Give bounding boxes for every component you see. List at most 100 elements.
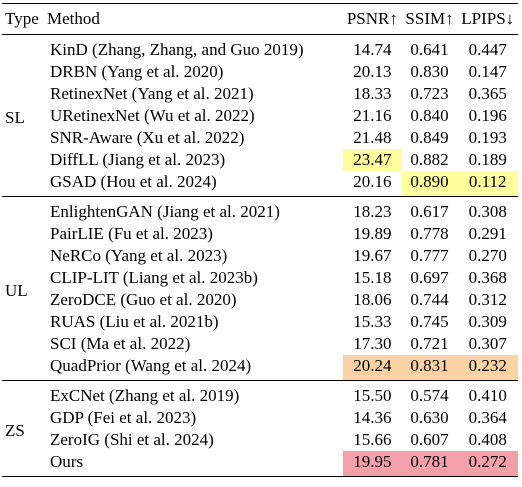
metric-cell: 20.13 (353, 62, 392, 81)
metric-cell: 0.697 (410, 268, 449, 287)
table-row: DRBN (Yang et al. 2020) 20.13 0.830 0.147 (2, 61, 518, 83)
table-row: RetinexNet (Yang et al. 2021) 18.33 0.723 0… (2, 83, 518, 105)
table-row: SNR-Aware (Xu et al. 2022) 21.48 0.849 0.19… (2, 127, 518, 149)
table-header: Type Method PSNR↑ SSIM↑ LPIPS↓ (2, 3, 518, 35)
metric-cell: 0.232 (457, 355, 518, 381)
method-cell: QuadPrior (Wang et al. 2024) (50, 356, 252, 375)
metric-cell: 0.830 (410, 62, 449, 81)
metric-cell: 18.06 (353, 290, 392, 309)
metric-cell: 0.882 (410, 150, 449, 169)
method-cell: ExCNet (Zhang et al. 2019) (50, 386, 240, 405)
type-cell: ZS (5, 420, 25, 440)
metric-cell: 0.307 (468, 334, 507, 353)
metric-cell: 0.112 (457, 171, 518, 197)
method-cell: CLIP-LIT (Liang et al. 2023b) (50, 268, 258, 287)
metric-cell: 0.574 (410, 386, 449, 405)
group: ZS ExCNet (Zhang et al. 2019) 15.50 0.574 0.… (2, 380, 518, 477)
method-cell: URetinexNet (Wu et al. 2022) (50, 106, 255, 125)
metric-cell: 0.308 (468, 202, 507, 221)
metric-cell: 15.33 (353, 312, 392, 331)
method-cell: PairLIE (Fu et al. 2023) (50, 224, 213, 243)
table-row: DiffLL (Jiang et al. 2023) 23.47 0.882 0.18… (2, 149, 518, 171)
metric-cell: 0.723 (410, 84, 449, 103)
metric-cell: 0.447 (468, 40, 507, 59)
header-cell: LPIPS↓ (457, 3, 518, 35)
metric-cell: 0.270 (468, 246, 507, 265)
metric-cell: 0.617 (410, 202, 449, 221)
table-row: QuadPrior (Wang et al. 2024) 20.24 0.831 0.… (2, 355, 518, 381)
table-row: GDP (Fei et al. 2023) 14.36 0.630 0.364 (2, 407, 518, 429)
metric-cell: 0.745 (410, 312, 449, 331)
metric-cell: 15.50 (353, 386, 392, 405)
group: SL KinD (Zhang, Zhang, and Guo 2019) 14.74… (2, 34, 518, 197)
table-row: RUAS (Liu et al. 2021b) 15.33 0.745 0.309 (2, 311, 518, 333)
metric-cell: 0.408 (468, 430, 507, 449)
metric-cell: 0.831 (401, 355, 458, 381)
metric-cell: 14.74 (353, 40, 392, 59)
header-cell: PSNR↑ (343, 3, 402, 35)
table-row: Ours 19.95 0.781 0.272 (2, 451, 518, 477)
metric-cell: 20.16 (353, 172, 392, 191)
type-cell: SL (5, 107, 25, 127)
metric-cell: 15.18 (353, 268, 392, 287)
header-cell: Type (2, 3, 44, 35)
method-cell: EnlightenGAN (Jiang et al. 2021) (50, 202, 280, 221)
metric-cell: 0.365 (468, 84, 507, 103)
header-cell: Method (44, 3, 343, 35)
metric-cell: 0.890 (401, 171, 458, 197)
table-row: CLIP-LIT (Liang et al. 2023b) 15.18 0.697 0… (2, 267, 518, 289)
metric-cell: 0.721 (410, 334, 449, 353)
metric-cell: 20.24 (343, 355, 402, 381)
metric-cell: 23.47 (343, 149, 402, 171)
metric-cell: 19.67 (353, 246, 392, 265)
method-cell: GSAD (Hou et al. 2024) (50, 172, 217, 191)
metric-cell: 0.193 (468, 128, 507, 147)
method-cell: ZeroIG (Shi et al. 2024) (50, 430, 214, 449)
method-cell: ZeroDCE (Guo et al. 2020) (50, 290, 237, 309)
group: UL EnlightenGAN (Jiang et al. 2021) 18.23 0… (2, 196, 518, 381)
table-row: SCI (Ma et al. 2022) 17.30 0.721 0.307 (2, 333, 518, 355)
table-row: NeRCo (Yang et al. 2023) 19.67 0.777 0.270 (2, 245, 518, 267)
metric-cell: 0.630 (410, 408, 449, 427)
metric-cell: 0.368 (468, 268, 507, 287)
table-row: GSAD (Hou et al. 2024) 20.16 0.890 0.112 (2, 171, 518, 197)
table-row: URetinexNet (Wu et al. 2022) 21.16 0.840 0.… (2, 105, 518, 127)
metric-cell: 0.781 (401, 451, 458, 477)
table-row: ZeroIG (Shi et al. 2024) 15.66 0.607 0.408 (2, 429, 518, 451)
metric-cell: 0.309 (468, 312, 507, 331)
metric-cell: 18.23 (353, 202, 392, 221)
metric-cell: 0.189 (468, 150, 507, 169)
metric-cell: 0.147 (468, 62, 507, 81)
metric-cell: 0.777 (410, 246, 449, 265)
table-row: PairLIE (Fu et al. 2023) 19.89 0.778 0.291 (2, 223, 518, 245)
metric-cell: 19.95 (343, 451, 402, 477)
method-cell: DiffLL (Jiang et al. 2023) (50, 150, 226, 169)
method-cell: RetinexNet (Yang et al. 2021) (50, 84, 254, 103)
table-row: ZS ExCNet (Zhang et al. 2019) 15.50 0.574 0.… (2, 381, 518, 440)
header-row: Type Method PSNR↑ SSIM↑ LPIPS↓ (2, 3, 518, 35)
table-row: UL EnlightenGAN (Jiang et al. 2021) 18.23 0… (2, 197, 518, 300)
metric-cell: 0.312 (468, 290, 507, 309)
metric-cell: 19.89 (353, 224, 392, 243)
metric-cell: 0.607 (410, 430, 449, 449)
metric-cell: 0.410 (468, 386, 507, 405)
metric-cell: 0.291 (468, 224, 507, 243)
header-cell: SSIM↑ (401, 3, 458, 35)
metric-cell: 0.272 (457, 451, 518, 477)
metric-cell: 0.196 (468, 106, 507, 125)
type-cell: UL (5, 280, 28, 300)
metric-cell: 0.364 (468, 408, 507, 427)
metric-cell: 0.778 (410, 224, 449, 243)
metric-cell: 0.641 (410, 40, 449, 59)
page: Type Method PSNR↑ SSIM↑ LPIPS↓ SL KinD (Z… (0, 3, 522, 487)
metric-cell: 15.66 (353, 430, 392, 449)
metric-cell: 18.33 (353, 84, 392, 103)
method-cell: Ours (50, 452, 84, 471)
metric-cell: 0.840 (410, 106, 449, 125)
method-cell: KinD (Zhang, Zhang, and Guo 2019) (50, 40, 304, 59)
method-cell: SCI (Ma et al. 2022) (50, 334, 191, 353)
metric-cell: 17.30 (353, 334, 392, 353)
method-cell: NeRCo (Yang et al. 2023) (50, 246, 228, 265)
metric-cell: 14.36 (353, 408, 392, 427)
method-cell: DRBN (Yang et al. 2020) (50, 62, 224, 81)
